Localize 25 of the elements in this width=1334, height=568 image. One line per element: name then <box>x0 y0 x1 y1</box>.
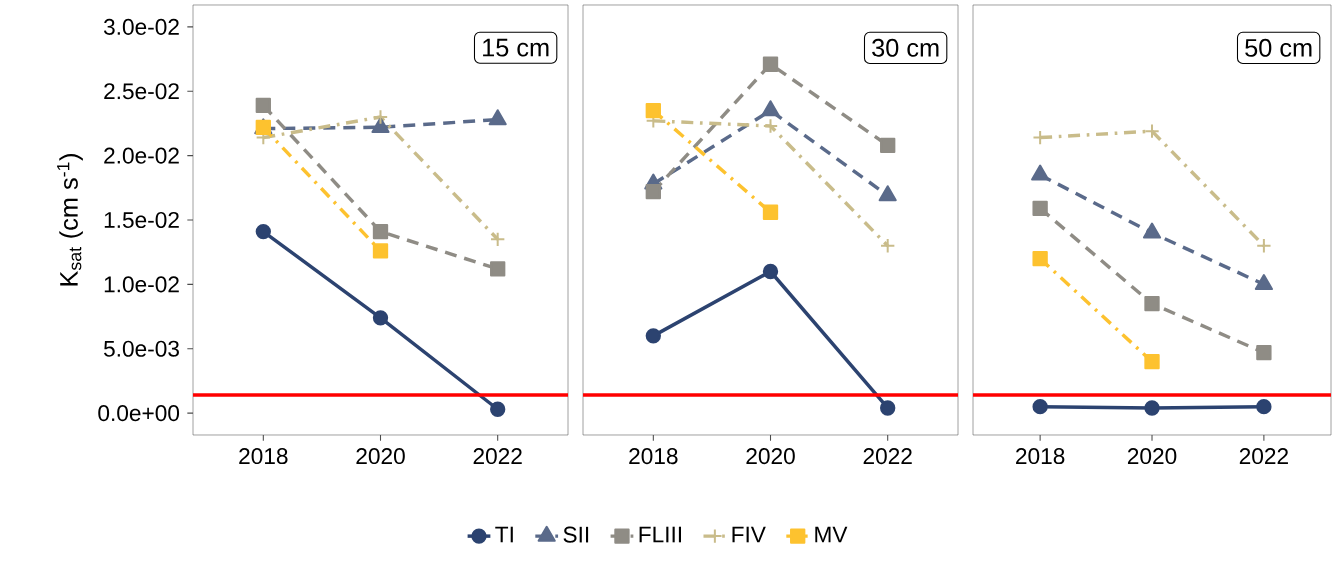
x-tick-label: 2022 <box>473 448 522 465</box>
y-tick-label: 1.0e-02 <box>104 276 179 293</box>
x-tick-label: 2022 <box>863 448 912 465</box>
y-tick-label: 3.0e-02 <box>103 18 179 35</box>
legend-label: SII <box>563 526 589 543</box>
y-tick-label: 0.0e+00 <box>98 405 180 422</box>
legend-label: FLIII <box>639 526 681 543</box>
text: 15 cm <box>483 38 549 57</box>
x-tick-label: 2018 <box>1016 448 1065 465</box>
y-axis-title: K$_{sat}$ (cm s$^{-1}$) <box>57 154 83 286</box>
x-tick-label: 2020 <box>1127 448 1177 465</box>
y-tick-label: 1.5e-02 <box>104 211 179 229</box>
legend-label: TI <box>495 526 513 543</box>
y-tick-label: 2.5e-02 <box>104 83 179 100</box>
legend-label: FIV <box>732 526 766 543</box>
y-tick-label: 5.0e-03 <box>103 340 179 357</box>
y-tick-label: 2.0e-02 <box>104 147 179 164</box>
x-tick-label: 2020 <box>746 448 795 465</box>
text: 30 cm <box>872 38 939 57</box>
text: 50 cm <box>1245 38 1312 57</box>
x-tick-label: 2020 <box>356 448 405 465</box>
legend-label: MV <box>815 526 848 543</box>
x-tick-label: 2018 <box>239 448 288 465</box>
x-tick-label: 2018 <box>629 448 678 465</box>
x-tick-label: 2022 <box>1239 448 1288 465</box>
